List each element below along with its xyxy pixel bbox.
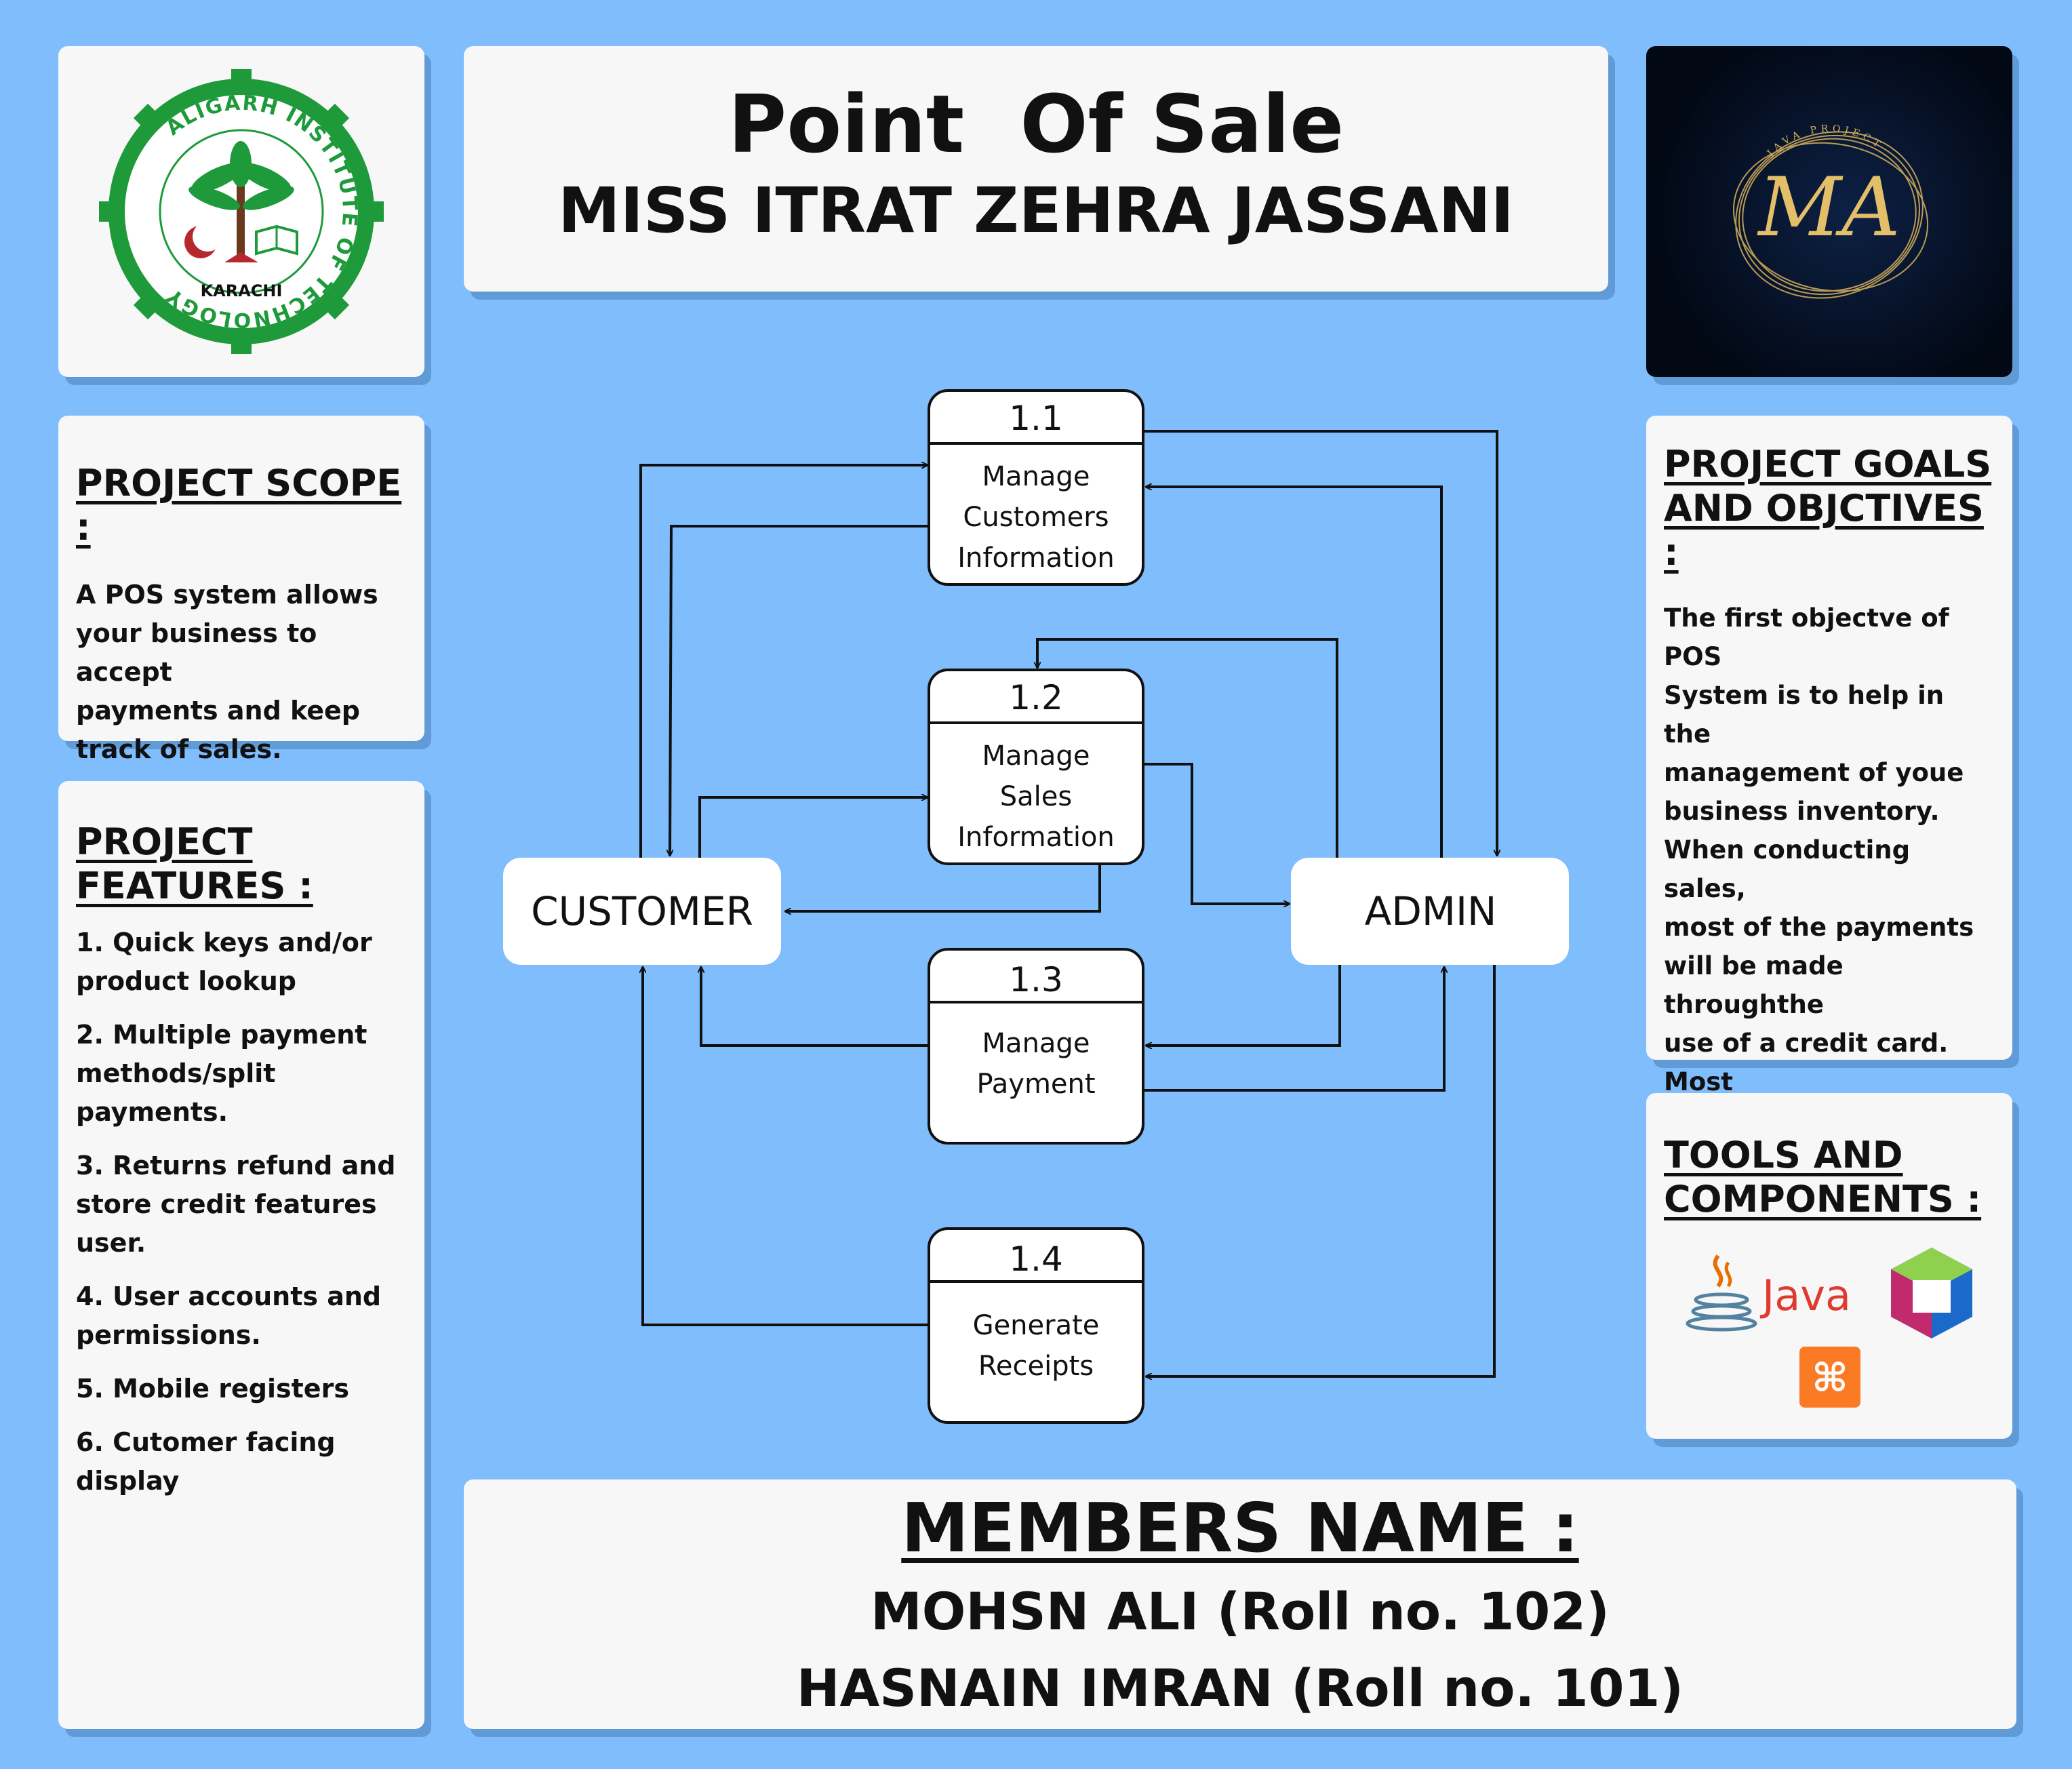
member-name: MOHSN ALI (Roll no. 102) xyxy=(871,1581,1610,1642)
feature-item: 6. Cutomer facing display xyxy=(76,1427,336,1496)
netbeans-icon xyxy=(1891,1247,1972,1338)
scope-heading: PROJECT SCOPE : xyxy=(76,462,402,549)
feature-item: 5. Mobile registers xyxy=(76,1373,349,1404)
monogram-text: MA xyxy=(1757,161,1900,255)
feature-item: 3. Returns refund and store credit featur… xyxy=(76,1150,396,1258)
tools-card: TOOLS AND COMPONENTS : Java ⌘ xyxy=(1646,1093,2012,1439)
process-label: Information xyxy=(957,822,1115,853)
flow-arrow xyxy=(1037,638,1338,858)
flow-arrow xyxy=(1143,430,1497,856)
page-subtitle: MISS ITRAT ZEHRA JASSANI xyxy=(558,174,1514,247)
project-scope-card: PROJECT SCOPE : A POS system allows your… xyxy=(58,416,424,764)
process-1-3: 1.3 Manage Payment xyxy=(928,948,1144,1145)
process-label: Manage xyxy=(982,461,1090,492)
members-card: MEMBERS NAME : MOHSN ALI (Roll no. 102) … xyxy=(464,1479,2016,1729)
xampp-icon: ⌘ xyxy=(1799,1346,1860,1408)
entity-admin: ADMIN xyxy=(1291,858,1569,965)
feature-item: 2. Multiple payment methods/split payments… xyxy=(76,1019,367,1127)
flow-arrow xyxy=(1146,487,1443,858)
members-heading: MEMBERS NAME : xyxy=(901,1488,1579,1568)
java-label: Java xyxy=(1759,1271,1850,1320)
project-features-card: PROJECT FEATURES : 1. Quick keys and/or p… xyxy=(58,781,424,1729)
tools-heading: TOOLS AND COMPONENTS : xyxy=(1664,1134,1982,1220)
institute-city: KARACHI xyxy=(201,281,283,300)
flow-arrow xyxy=(1143,763,1290,904)
flow-arrow xyxy=(785,864,1101,911)
scope-text: A POS system allows your business to acc… xyxy=(76,579,378,764)
process-label: Payment xyxy=(976,1069,1095,1100)
flow-arrows xyxy=(639,430,1497,1376)
process-label: Manage xyxy=(982,1028,1090,1059)
process-id: 1.1 xyxy=(1009,399,1063,438)
institute-logo-card: ALIGARH INSTITUTE OF TECHNOLOGY KARACHI xyxy=(58,46,424,377)
process-id: 1.2 xyxy=(1009,678,1063,717)
institute-logo-icon: ALIGARH INSTITUTE OF TECHNOLOGY KARACHI xyxy=(99,69,384,354)
title-card: Point Of Sale MISS ITRAT ZEHRA JASSANI xyxy=(464,46,1608,292)
goals-heading: PROJECT GOALS AND OBJCTIVES : xyxy=(1664,443,1992,574)
process-label: Information xyxy=(957,542,1115,574)
feature-item: 1. Quick keys and/or product lookup xyxy=(76,927,372,996)
project-logo-card: JAVA PROJECT MA xyxy=(1646,46,2012,377)
process-label: Receipts xyxy=(978,1351,1094,1382)
process-1-2: 1.2 Manage Sales Information xyxy=(928,669,1144,865)
flow-arrow xyxy=(643,967,928,1326)
java-icon: Java xyxy=(1686,1254,1850,1332)
page-title: Point Of Sale xyxy=(728,77,1344,171)
flow-arrow xyxy=(670,525,928,856)
process-label: Customers xyxy=(963,502,1109,533)
ma-monogram-icon: JAVA PROJECT MA xyxy=(1732,123,1929,299)
flow-arrow xyxy=(701,967,928,1047)
member-name: HASNAIN IMRAN (Roll no. 101) xyxy=(796,1657,1684,1718)
process-label: Manage xyxy=(982,740,1090,772)
flow-arrow xyxy=(639,465,928,858)
customer-label: CUSTOMER xyxy=(531,888,753,934)
process-label: Generate xyxy=(973,1310,1100,1341)
admin-label: ADMIN xyxy=(1365,888,1497,934)
feature-item: 4. User accounts and permissions. xyxy=(76,1281,382,1350)
process-1-1: 1.1 Manage Customers Information xyxy=(928,389,1144,586)
process-id: 1.3 xyxy=(1009,960,1063,999)
flow-arrow xyxy=(1146,965,1341,1046)
process-label: Sales xyxy=(1000,781,1072,812)
entity-customer: CUSTOMER xyxy=(503,858,781,965)
flow-arrow xyxy=(698,797,928,858)
svg-text:⌘: ⌘ xyxy=(1812,1355,1848,1401)
process-1-4: 1.4 Generate Receipts xyxy=(928,1227,1144,1424)
process-id: 1.4 xyxy=(1009,1239,1063,1279)
flow-arrow xyxy=(1146,965,1496,1376)
features-heading: PROJECT FEATURES : xyxy=(76,820,313,907)
flow-arrow xyxy=(1143,967,1444,1092)
